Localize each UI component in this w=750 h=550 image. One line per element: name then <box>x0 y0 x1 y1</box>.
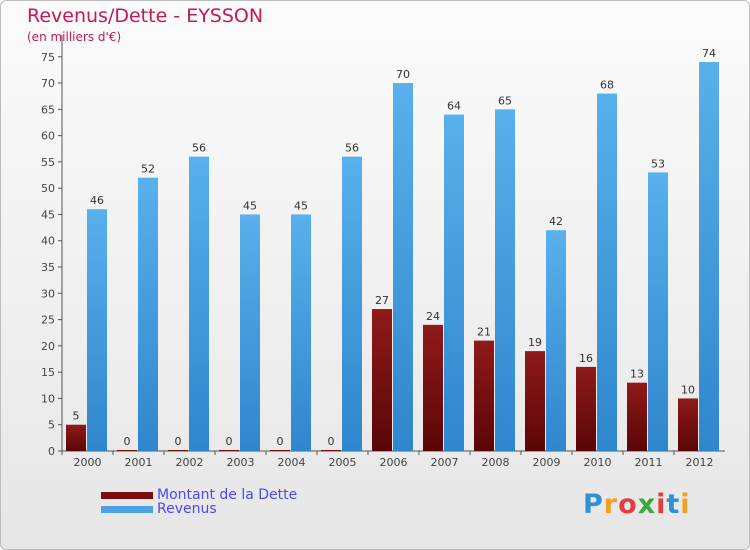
data-label-revenus: 65 <box>498 94 512 107</box>
data-label-dette: 10 <box>681 383 695 396</box>
bar-dette <box>576 366 596 451</box>
x-tick-label: 2001 <box>125 456 153 469</box>
bar-revenus <box>291 214 311 451</box>
x-tick-label: 2008 <box>482 456 510 469</box>
data-label-revenus: 53 <box>651 157 665 170</box>
x-tick-label: 2006 <box>380 456 408 469</box>
bar-revenus <box>138 177 158 451</box>
data-label-revenus: 64 <box>447 100 461 113</box>
y-tick-label: 75 <box>41 51 55 64</box>
y-tick-label: 50 <box>41 182 55 195</box>
data-label-revenus: 74 <box>702 47 716 60</box>
bar-dette <box>423 324 443 451</box>
y-tick-label: 65 <box>41 103 55 116</box>
bar-dette <box>270 450 290 451</box>
data-label-revenus: 45 <box>243 199 257 212</box>
proxiti-logo: Proxiti <box>583 489 691 520</box>
bar-dette <box>678 398 698 451</box>
bar-revenus <box>342 156 362 451</box>
chart-title: Revenus/Dette - EYSSON <box>27 5 264 27</box>
data-label-dette: 19 <box>528 336 542 349</box>
x-tick-label: 2003 <box>227 456 255 469</box>
x-tick-label: 2000 <box>74 456 102 469</box>
logo-letter: r <box>603 489 619 520</box>
data-label-dette: 0 <box>124 435 131 448</box>
data-label-revenus: 70 <box>396 68 410 81</box>
data-label-dette: 0 <box>226 435 233 448</box>
data-label-dette: 24 <box>426 310 440 323</box>
bar-revenus <box>87 209 107 451</box>
bar-revenus <box>393 83 413 452</box>
data-label-dette: 5 <box>73 410 80 423</box>
y-tick-label: 45 <box>41 208 55 221</box>
x-tick-label: 2012 <box>686 456 714 469</box>
y-tick-label: 20 <box>41 340 55 353</box>
bar-revenus <box>648 172 668 451</box>
data-label-revenus: 52 <box>141 163 155 176</box>
data-label-dette: 21 <box>477 326 491 339</box>
data-label-dette: 0 <box>175 435 182 448</box>
data-label-revenus: 45 <box>294 199 308 212</box>
y-tick-label: 15 <box>41 366 55 379</box>
y-tick-label: 30 <box>41 287 55 300</box>
legend-item-dette: Montant de la Dette <box>101 487 297 503</box>
data-label-dette: 0 <box>328 435 335 448</box>
bar-revenus <box>546 230 566 451</box>
x-tick-label: 2007 <box>431 456 459 469</box>
bar-dette <box>474 340 494 451</box>
bar-dette <box>525 351 545 451</box>
data-label-revenus: 56 <box>345 142 359 155</box>
x-tick-label: 2011 <box>635 456 663 469</box>
data-label-revenus: 46 <box>90 194 104 207</box>
legend-label-dette: Montant de la Dette <box>157 487 298 503</box>
x-tick-label: 2004 <box>278 456 306 469</box>
y-tick-label: 0 <box>48 445 55 458</box>
legend-swatch-dette <box>101 491 153 499</box>
logo-letter: i <box>680 489 691 520</box>
bar-revenus <box>240 214 260 451</box>
bar-revenus <box>444 114 464 451</box>
bar-dette <box>321 450 341 451</box>
legend-item-revenus: Revenus <box>101 501 217 517</box>
x-tick-label: 2005 <box>329 456 357 469</box>
y-tick-label: 25 <box>41 314 55 327</box>
logo-letter: o <box>618 489 638 520</box>
y-tick-label: 55 <box>41 156 55 169</box>
y-tick-label: 40 <box>41 235 55 248</box>
x-tick-label: 2002 <box>176 456 204 469</box>
bar-dette <box>627 382 647 451</box>
y-tick-label: 60 <box>41 130 55 143</box>
logo-letter: t <box>666 489 681 520</box>
bar-dette <box>372 309 392 451</box>
x-tick-label: 2010 <box>584 456 612 469</box>
logo-letter: P <box>583 489 604 520</box>
y-tick-label: 35 <box>41 261 55 274</box>
legend-label-revenus: Revenus <box>157 501 217 517</box>
bar-dette <box>117 450 137 451</box>
logo-letter: i <box>656 489 667 520</box>
bar-revenus <box>189 156 209 451</box>
x-tick-label: 2009 <box>533 456 561 469</box>
data-label-dette: 27 <box>375 294 389 307</box>
chart-subtitle: (en milliers d'€) <box>27 30 122 44</box>
data-label-revenus: 56 <box>192 142 206 155</box>
y-tick-label: 10 <box>41 392 55 405</box>
data-label-dette: 13 <box>630 368 644 381</box>
bar-dette <box>168 450 188 451</box>
y-tick-label: 5 <box>48 419 55 432</box>
data-label-revenus: 68 <box>600 79 614 92</box>
data-label-dette: 0 <box>277 435 284 448</box>
bar-dette <box>66 424 86 451</box>
y-tick-label: 70 <box>41 77 55 90</box>
bar-revenus <box>699 62 719 452</box>
logo-letter: x <box>637 489 657 520</box>
data-label-dette: 16 <box>579 352 593 365</box>
bar-dette <box>219 450 239 451</box>
data-label-revenus: 42 <box>549 215 563 228</box>
bar-revenus <box>495 109 515 451</box>
legend-swatch-revenus <box>101 505 153 513</box>
bar-revenus <box>597 93 617 452</box>
